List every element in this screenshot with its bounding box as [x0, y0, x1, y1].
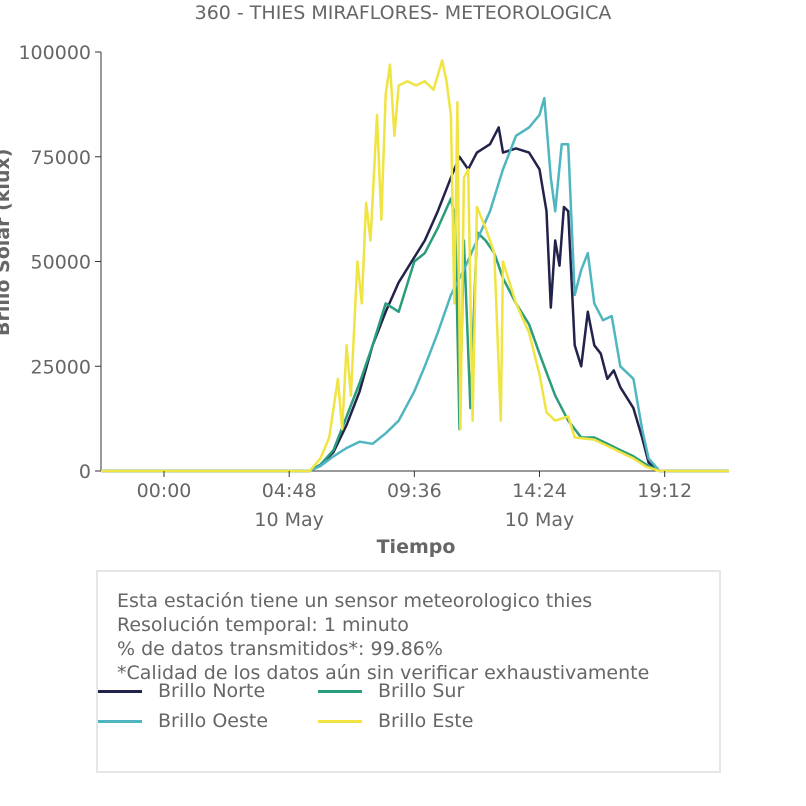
info-box [96, 570, 721, 773]
legend-swatch-sur [318, 689, 362, 693]
chart-series-layer [101, 59, 729, 473]
y-tick-label: 100000 [18, 42, 91, 64]
legend-item-brillo-oeste: Brillo Oeste [98, 710, 268, 732]
y-tick-label: 50000 [31, 252, 91, 274]
legend-swatch-este [318, 719, 362, 723]
series-line-brillo-norte [101, 126, 729, 473]
y-tick-label: 75000 [31, 147, 91, 169]
legend-item-brillo-sur: Brillo Sur [318, 680, 464, 702]
x-tick-sublabel: 10 May [254, 509, 324, 531]
chart-title: 360 - THIES MIRAFLORES- METEOROLOGICA [194, 2, 612, 24]
y-tick-label: 25000 [31, 356, 91, 378]
legend-swatch-oeste [98, 719, 142, 723]
series-line-brillo-este [101, 59, 729, 473]
info-line-1: Esta estación tiene un sensor meteorolog… [117, 590, 593, 612]
legend-label: Brillo Norte [158, 680, 266, 702]
x-tick-label: 00:00 [137, 480, 192, 502]
y-axis-label: Brillo Solar (klux) [0, 148, 14, 336]
legend-label: Brillo Sur [378, 680, 465, 702]
info-line-4: *Calidad de los datos aún sin verificar … [117, 662, 650, 684]
x-tick-label: 14:24 [512, 480, 567, 502]
series-line-brillo-oeste [101, 96, 729, 473]
legend-item-brillo-norte: Brillo Norte [98, 680, 265, 702]
x-tick-label: 19:12 [637, 480, 692, 502]
legend-label: Brillo Este [378, 710, 474, 732]
info-line-2: Resolución temporal: 1 minuto [117, 614, 409, 636]
chart-ticks-layer: 0 25000 50000 75000 100000 00:00 04:48 10 May 09… [18, 42, 692, 558]
x-tick-label: 04:48 [262, 480, 317, 502]
legend-item-brillo-este: Brillo Este [318, 710, 473, 732]
info-text: Esta estación tiene un sensor meteorolog… [117, 589, 649, 685]
x-tick-sublabel: 10 May [505, 509, 575, 531]
legend-label: Brillo Oeste [158, 710, 269, 732]
x-axis-label: Tiempo [377, 536, 456, 558]
chart-plot: 0 25000 50000 75000 100000 00:00 04:48 10 May 09… [18, 42, 729, 558]
info-line-3: % de datos transmitidos*: 99.86% [117, 638, 443, 660]
y-tick-label: 0 [79, 461, 91, 483]
series-line-brillo-sur [101, 197, 729, 473]
legend-swatch-norte [98, 689, 142, 693]
x-tick-label: 09:36 [387, 480, 442, 502]
